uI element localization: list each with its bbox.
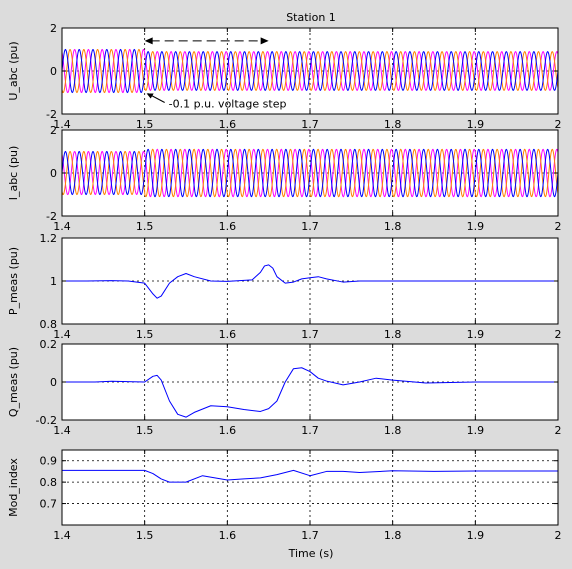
x-tick-label: 1.6 [219, 220, 237, 233]
x-tick-label: 1.4 [53, 529, 71, 542]
span-arrow-right-head [260, 37, 269, 45]
subplot-u_abc: 1.4 1.5 1.6 1.7 1.8 1.9 2 -2 0 2 U_abc (pu) -0.1 p.… [7, 22, 562, 131]
y-tick-label: 2 [50, 22, 57, 35]
y-tick-label: 0.8 [40, 318, 58, 331]
x-tick-label: 1.5 [136, 328, 154, 341]
y-tick-label: 1 [50, 275, 57, 288]
y-tick-label: -0.2 [36, 414, 57, 427]
x-axis-label: Time (s) [288, 547, 334, 560]
phase-b-line [62, 148, 558, 198]
y-axis-label: I_abc (pu) [7, 146, 20, 201]
subplot-i_abc: 1.4 1.5 1.6 1.7 1.8 1.9 2 -2 0 2 I_abc (pu) [7, 124, 562, 233]
phase-c-line [62, 48, 558, 94]
y-tick-label: -2 [46, 108, 57, 121]
x-tick-label: 1.7 [301, 328, 319, 341]
series-group [62, 367, 558, 418]
annotation-arrow-head [146, 93, 154, 99]
x-tick-label: 2 [555, 118, 562, 131]
y-axis-label: U_abc (pu) [7, 41, 20, 100]
y-tick-label: 0.2 [40, 338, 58, 351]
annotation-text: -0.1 p.u. voltage step [169, 98, 287, 111]
x-tick-label: 1.7 [301, 424, 319, 437]
y-tick-label: 0 [50, 376, 57, 389]
y-tick-label: 0.8 [40, 476, 58, 489]
plot-area [62, 450, 558, 525]
x-tick-label: 1.6 [219, 328, 237, 341]
span-arrow-left-head [144, 37, 153, 45]
chart-title: Station 1 [286, 11, 336, 24]
x-tick-label: 1.8 [384, 328, 402, 341]
p_meas-line [62, 264, 558, 299]
x-tick-label: 1.9 [467, 328, 485, 341]
subplot-mod_index: 1.4 1.5 1.6 1.7 1.8 1.9 2 0.7 0.8 0.9 Mod_index [7, 449, 562, 542]
y-tick-label: 2 [50, 124, 57, 137]
x-tick-label: 2 [555, 424, 562, 437]
series-group [62, 469, 558, 483]
x-tick-label: 1.7 [301, 220, 319, 233]
phase-a-line [62, 148, 558, 198]
subplots: 1.4 1.5 1.6 1.7 1.8 1.9 2 -2 0 2 U_abc (pu) -0.1 p.… [7, 22, 562, 542]
phase-c-line [62, 148, 558, 198]
y-axis-label: Mod_index [7, 458, 20, 517]
phase-b-line [62, 48, 558, 94]
y-tick-label: 0 [50, 65, 57, 78]
series-group [62, 148, 558, 198]
x-tick-label: 1.8 [384, 220, 402, 233]
x-tick-label: 1.7 [301, 529, 319, 542]
x-tick-label: 1.9 [467, 424, 485, 437]
x-tick-label: 1.4 [53, 424, 71, 437]
x-tick-label: 1.4 [53, 118, 71, 131]
x-tick-label: 2 [555, 529, 562, 542]
x-tick-label: 1.8 [384, 424, 402, 437]
y-tick-label: 1.2 [40, 232, 58, 245]
x-tick-label: 1.4 [53, 328, 71, 341]
y-tick-label: 0.7 [40, 498, 58, 511]
y-axis-label: Q_meas (pu) [7, 347, 20, 417]
y-tick-label: -2 [46, 210, 57, 223]
x-tick-label: 1.5 [136, 529, 154, 542]
subplot-q_meas: 1.4 1.5 1.6 1.7 1.8 1.9 2 -0.2 0 0.2 Q_meas (pu) [7, 338, 562, 437]
x-tick-label: 1.9 [467, 118, 485, 131]
subplot-p_meas: 1.4 1.5 1.6 1.7 1.8 1.9 2 0.8 1 1.2 P_meas (pu) [7, 232, 562, 341]
series-group [62, 48, 558, 94]
x-tick-label: 1.5 [136, 220, 154, 233]
x-tick-label: 1.6 [219, 529, 237, 542]
x-tick-label: 1.4 [53, 220, 71, 233]
x-tick-label: 1.9 [467, 529, 485, 542]
phase-a-line [62, 48, 558, 94]
x-tick-label: 2 [555, 220, 562, 233]
x-tick-label: 1.8 [384, 118, 402, 131]
x-tick-label: 1.5 [136, 118, 154, 131]
x-tick-label: 1.8 [384, 529, 402, 542]
x-tick-label: 1.6 [219, 424, 237, 437]
mod_index-line [62, 469, 558, 483]
x-tick-label: 1.9 [467, 220, 485, 233]
q_meas-line [62, 367, 558, 418]
y-axis-label: P_meas (pu) [7, 247, 20, 315]
y-tick-label: 0 [50, 167, 57, 180]
x-tick-label: 2 [555, 328, 562, 341]
annotation: -0.1 p.u. voltage step [144, 37, 287, 111]
x-tick-label: 1.5 [136, 424, 154, 437]
y-tick-label: 0.9 [40, 455, 58, 468]
series-group [62, 264, 558, 299]
x-tick-label: 1.7 [301, 118, 319, 131]
x-tick-label: 1.6 [219, 118, 237, 131]
